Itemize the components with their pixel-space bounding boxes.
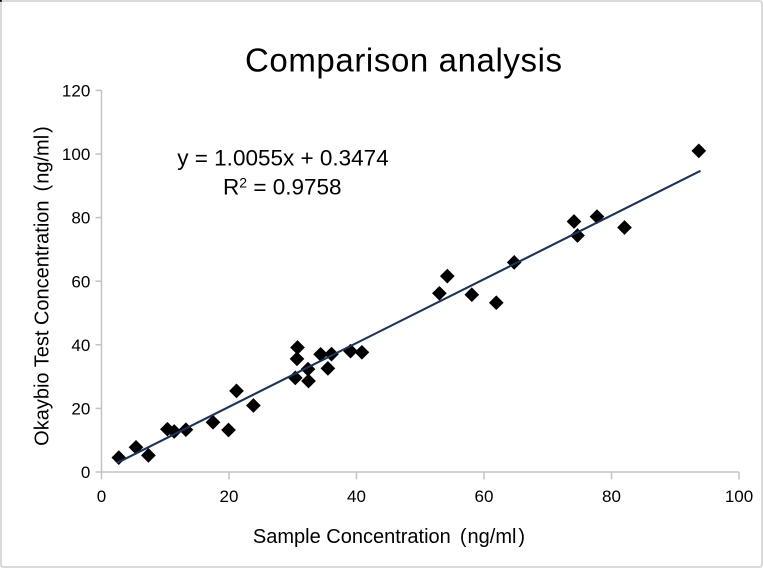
svg-text:60: 60	[475, 487, 494, 506]
svg-text:0: 0	[81, 463, 90, 482]
svg-text:20: 20	[220, 487, 239, 506]
svg-text:0: 0	[97, 487, 106, 506]
svg-text:Okaybio Test Concentration (ng: Okaybio Test Concentration (ng/ml)	[32, 126, 54, 446]
svg-text:Comparison analysis: Comparison analysis	[245, 41, 563, 78]
svg-text:100: 100	[62, 145, 90, 164]
svg-text:120: 120	[62, 82, 90, 101]
svg-text:80: 80	[71, 209, 90, 228]
svg-text:y = 1.0055x + 0.3474: y = 1.0055x + 0.3474	[177, 146, 388, 171]
svg-text:40: 40	[347, 487, 366, 506]
svg-text:20: 20	[71, 400, 90, 419]
svg-text:60: 60	[71, 272, 90, 291]
svg-text:100: 100	[725, 487, 753, 506]
svg-text:Sample Concentration (ng/ml): Sample Concentration (ng/ml)	[253, 526, 525, 548]
svg-text:40: 40	[71, 336, 90, 355]
svg-text:80: 80	[602, 487, 621, 506]
